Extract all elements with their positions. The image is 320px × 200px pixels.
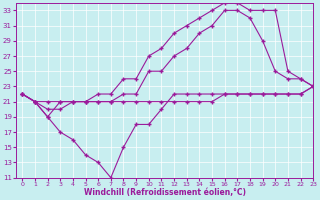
X-axis label: Windchill (Refroidissement éolien,°C): Windchill (Refroidissement éolien,°C) [84, 188, 245, 197]
